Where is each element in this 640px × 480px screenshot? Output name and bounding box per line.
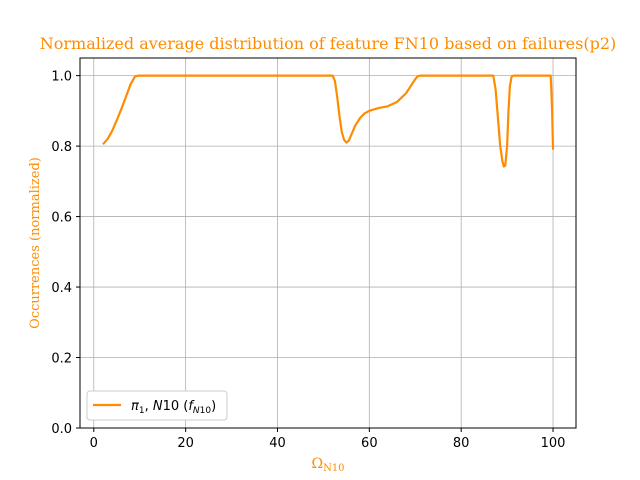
x-tick-label: 40: [269, 436, 286, 451]
plot-frame: [79, 57, 577, 429]
y-tick-label: 1.0: [51, 70, 72, 85]
x-tick-label: 80: [453, 436, 470, 451]
legend-box: [86, 390, 228, 421]
y-tick-label: 0.6: [51, 211, 72, 226]
chart-title: Normalized average distribution of featu…: [40, 34, 616, 53]
x-tick-label: 0: [90, 436, 98, 451]
series-line: [102, 74, 555, 168]
y-tick-label: 0.4: [51, 281, 72, 296]
x-tick-label: 100: [541, 436, 566, 451]
y-tick-label: 0.0: [51, 422, 72, 437]
x-axis-label: ΩN10: [311, 456, 344, 474]
y-axis-label: Occurrences (normalized): [28, 157, 43, 329]
y-tick-label: 0.8: [51, 140, 72, 155]
legend: π1, N10 (fN10): [86, 390, 228, 421]
x-tick-label: 60: [361, 436, 378, 451]
legend-label: π1, N10 (fN10): [131, 399, 216, 416]
y-tick-label: 0.2: [51, 352, 72, 367]
x-tick-label: 20: [177, 436, 194, 451]
